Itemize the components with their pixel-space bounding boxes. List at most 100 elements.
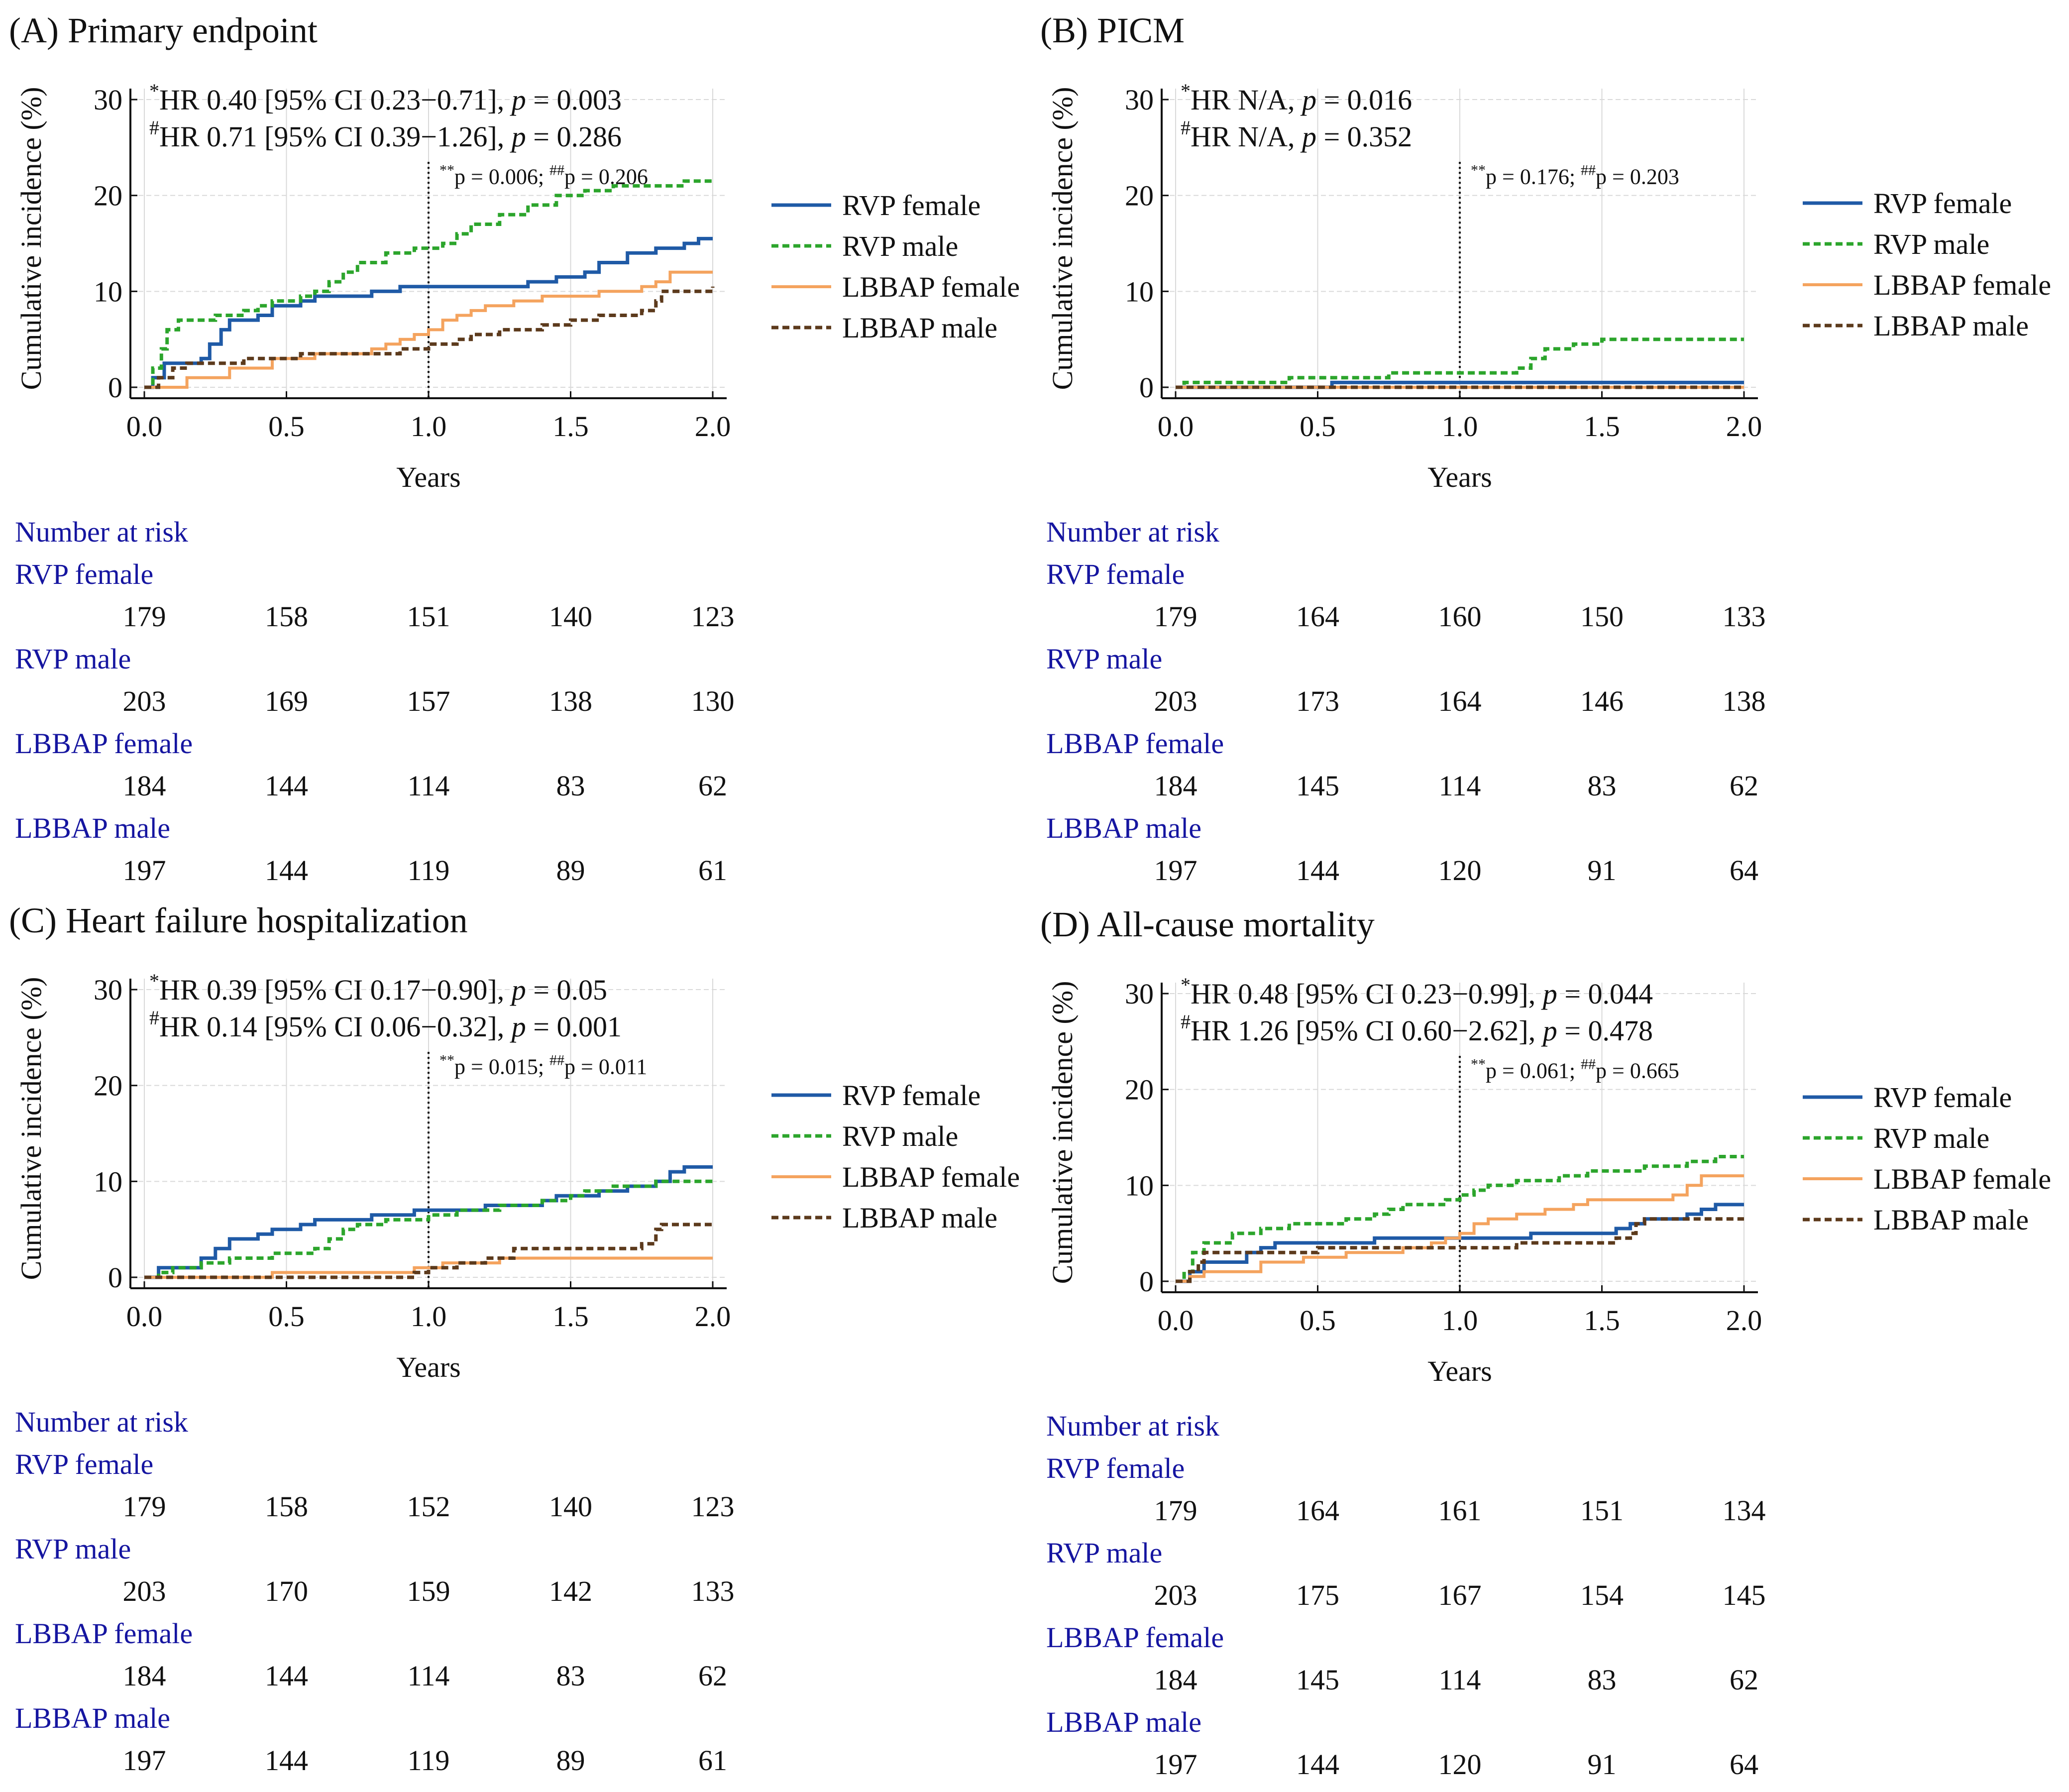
risk-row-label: RVP male — [1046, 643, 1162, 675]
risk-count: 175 — [1296, 1579, 1339, 1611]
hr-p-symbol: p — [510, 84, 526, 116]
landmark-mark-2: ## — [549, 1052, 564, 1069]
risk-count: 154 — [1580, 1579, 1624, 1611]
risk-count: 170 — [265, 1575, 308, 1607]
risk-count: 130 — [691, 685, 735, 717]
x-tick-label: 1.0 — [411, 1300, 447, 1333]
risk-count: 64 — [1730, 854, 1758, 887]
hr-p-symbol: p — [1300, 120, 1316, 153]
risk-count: 164 — [1438, 685, 1482, 717]
y-tick-label: 20 — [1125, 180, 1154, 212]
risk-count: 140 — [549, 600, 592, 633]
risk-count: 158 — [265, 1490, 308, 1523]
y-tick-label: 0 — [1139, 1265, 1154, 1298]
risk-count: 62 — [698, 1660, 727, 1692]
x-tick-label: 2.0 — [1726, 410, 1762, 443]
risk-count: 83 — [1588, 770, 1617, 802]
risk-row-label: LBBAP female — [1046, 727, 1224, 760]
x-tick-label: 0.5 — [268, 410, 305, 443]
risk-count: 179 — [123, 600, 166, 633]
landmark-p-1: p = 0.006; — [454, 165, 549, 189]
hazard-ratio-text: *HR 0.39 [95% CI 0.17−0.90], p = 0.05 — [149, 970, 607, 1006]
panel-title: (C) Heart failure hospitalization — [9, 900, 468, 940]
hr-mark: # — [1181, 1010, 1191, 1033]
risk-count: 145 — [1723, 1579, 1766, 1611]
legend-label: LBBAP female — [1873, 269, 2051, 301]
legend-label: RVP female — [1873, 1081, 2012, 1114]
risk-count: 64 — [1730, 1748, 1758, 1781]
landmark-p-values: **p = 0.061; ##p = 0.665 — [1471, 1056, 1679, 1083]
series-line-rvp-female — [1176, 1203, 1744, 1283]
y-axis-label: Cumulative incidence (%) — [15, 977, 47, 1280]
series-line-lbbap-male — [144, 1223, 713, 1279]
hr-text: HR 0.14 [95% CI 0.06−0.32], — [159, 1010, 512, 1043]
x-axis-label: Years — [396, 461, 460, 493]
risk-row-label: RVP male — [15, 1533, 131, 1565]
landmark-p-2: p = 0.665 — [1596, 1059, 1679, 1083]
hr-text: HR 0.48 [95% CI 0.23−0.99], — [1191, 978, 1543, 1010]
x-tick-label: 0.5 — [1300, 1304, 1336, 1337]
hr-text: HR 0.40 [95% CI 0.23−0.71], — [159, 84, 512, 116]
legend-label: RVP female — [842, 1079, 980, 1112]
x-tick-label: 0.0 — [1158, 410, 1194, 443]
risk-count: 89 — [556, 854, 585, 887]
risk-count: 179 — [1154, 1494, 1198, 1527]
series-line-lbbap-female — [144, 1256, 713, 1279]
y-tick-label: 30 — [94, 84, 122, 116]
risk-count: 61 — [698, 854, 727, 887]
hazard-ratio-text: #HR N/A, p = 0.352 — [1181, 116, 1412, 153]
risk-count: 133 — [1723, 600, 1766, 633]
risk-count: 119 — [408, 854, 450, 887]
y-tick-label: 0 — [108, 1261, 122, 1294]
risk-count: 197 — [123, 1744, 166, 1777]
hr-p-symbol: p — [1541, 978, 1557, 1010]
risk-count: 83 — [556, 1660, 585, 1692]
y-tick-label: 20 — [94, 1070, 122, 1102]
panel-title: (D) All-cause mortality — [1040, 904, 1375, 944]
x-tick-label: 1.0 — [1442, 1304, 1478, 1337]
risk-count: 145 — [1296, 1664, 1339, 1696]
x-tick-label: 0.0 — [126, 410, 163, 443]
risk-count: 144 — [1296, 854, 1339, 887]
risk-count: 119 — [408, 1744, 450, 1777]
risk-count: 159 — [407, 1575, 450, 1607]
risk-count: 144 — [265, 1660, 308, 1692]
legend-label: RVP female — [842, 189, 980, 222]
hazard-ratio-text: #HR 1.26 [95% CI 0.60−2.62], p = 0.478 — [1181, 1010, 1653, 1047]
risk-count: 83 — [556, 770, 585, 802]
x-tick-label: 1.5 — [552, 410, 589, 443]
hr-mark: * — [149, 970, 159, 992]
hr-p-value: = 0.016 — [1316, 84, 1412, 116]
risk-count: 197 — [1154, 854, 1198, 887]
hr-p-value: = 0.05 — [526, 974, 607, 1006]
series-line-rvp-male — [144, 1179, 713, 1279]
y-tick-label: 30 — [94, 974, 122, 1006]
hazard-ratio-text: *HR 0.48 [95% CI 0.23−0.99], p = 0.044 — [1181, 974, 1653, 1010]
hr-p-value: = 0.044 — [1557, 978, 1653, 1010]
hr-text: HR 1.26 [95% CI 0.60−2.62], — [1191, 1014, 1543, 1047]
y-axis-label: Cumulative incidence (%) — [15, 87, 47, 390]
risk-count: 173 — [1296, 685, 1339, 717]
x-tick-label: 0.0 — [1158, 1304, 1194, 1337]
y-tick-label: 20 — [1125, 1074, 1154, 1106]
legend-label: RVP female — [1873, 187, 2012, 220]
y-tick-label: 20 — [94, 180, 122, 212]
hr-mark: * — [149, 80, 159, 102]
risk-table-header: Number at risk — [15, 516, 188, 548]
y-axis-label: Cumulative incidence (%) — [1046, 981, 1079, 1284]
legend-label: LBBAP female — [1873, 1163, 2051, 1195]
y-tick-label: 0 — [1139, 371, 1154, 404]
legend-label: LBBAP male — [1873, 310, 2029, 342]
legend-label: LBBAP male — [842, 312, 997, 344]
hr-p-value: = 0.003 — [526, 84, 622, 116]
risk-count: 123 — [691, 600, 735, 633]
risk-row-label: LBBAP female — [1046, 1621, 1224, 1654]
y-tick-label: 30 — [1125, 84, 1154, 116]
risk-count: 62 — [1730, 770, 1758, 802]
risk-count: 146 — [1580, 685, 1624, 717]
risk-count: 184 — [123, 770, 166, 802]
landmark-mark-1: ** — [439, 1052, 454, 1069]
risk-count: 179 — [1154, 600, 1198, 633]
x-tick-label: 0.5 — [1300, 410, 1336, 443]
y-axis-label: Cumulative incidence (%) — [1046, 87, 1079, 390]
